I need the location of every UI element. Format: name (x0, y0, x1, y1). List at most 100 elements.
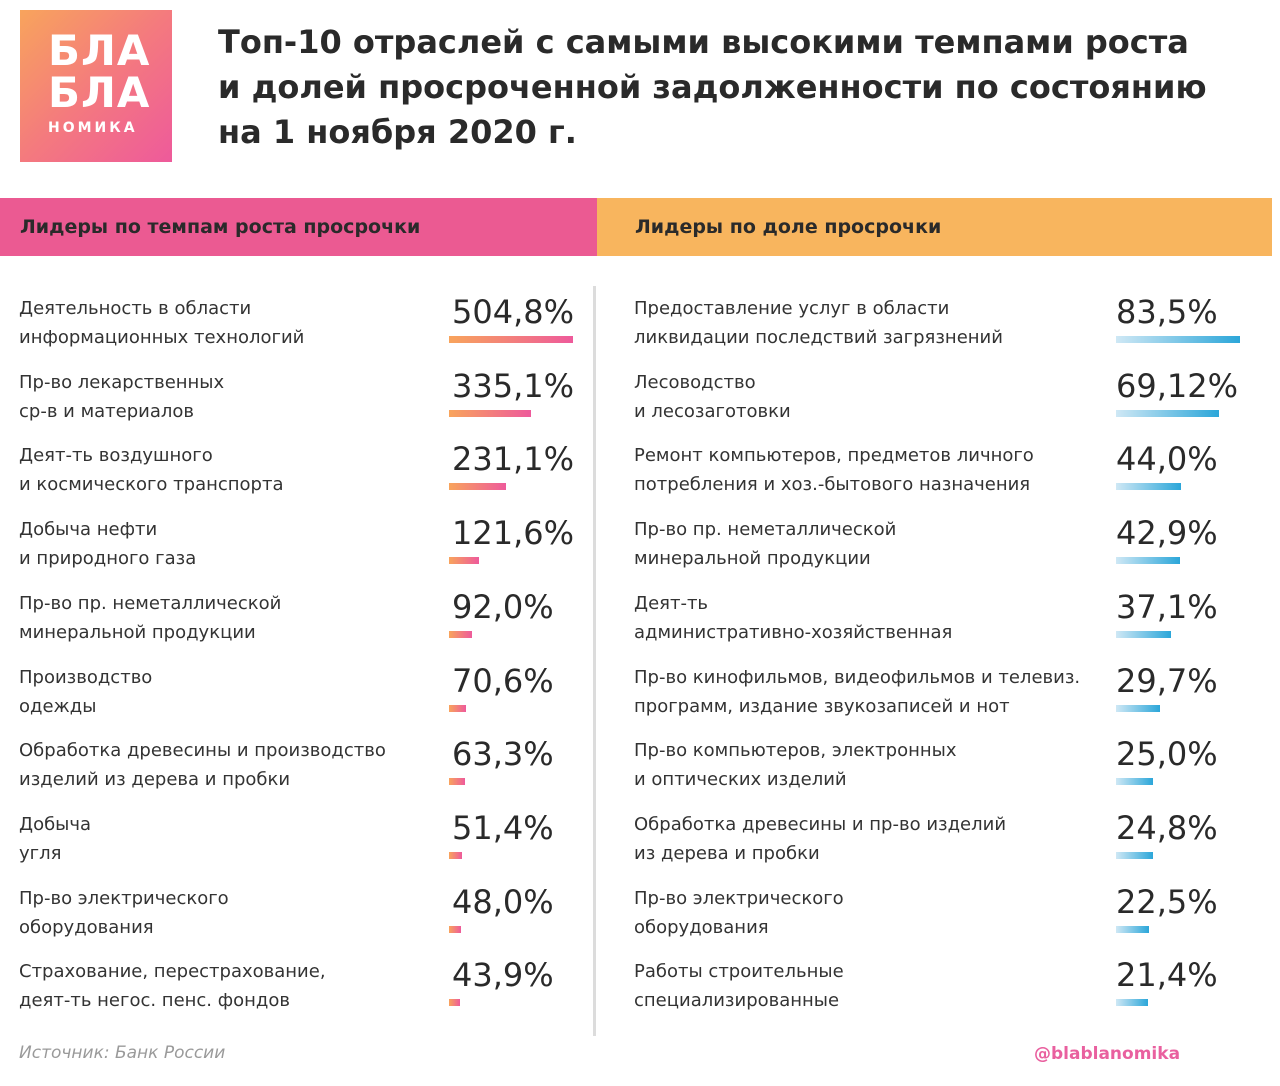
category-label-line: и космического транспорта (19, 474, 284, 496)
share-row: Ремонт компьютеров, предметов личного пот… (600, 437, 1280, 511)
category-label: Добыча угля (19, 810, 91, 868)
bar (449, 630, 472, 638)
data-label: 25,0% (1116, 735, 1218, 774)
data-label: 24,8% (1116, 808, 1218, 847)
share-leaders-header: Лидеры по доле просрочки (597, 198, 1272, 256)
bar (1116, 630, 1171, 638)
social-handle: @blablanomika (1034, 1044, 1181, 1064)
category-label-line: Обработка древесины и производство (19, 740, 386, 762)
category-label-line: Деят-ть воздушного (19, 445, 213, 467)
category-label-line: Ремонт компьютеров, предметов личного (634, 445, 1034, 467)
growth-row: Пр-во электрического оборудования 48,0% (0, 880, 590, 954)
bar (1116, 778, 1153, 786)
bar (1116, 704, 1160, 712)
category-label-line: Добыча нефти (19, 519, 158, 541)
growth-row: Добыча угля 51,4% (0, 806, 590, 880)
category-label-line: оборудования (634, 916, 769, 938)
category-label: Работы строительные специализированные (634, 957, 844, 1015)
category-label-line: административно-хозяйственная (634, 621, 953, 643)
logo-line-2: БЛА (48, 68, 151, 117)
category-label: Пр-во кинофильмов, видеофильмов и телеви… (634, 663, 1080, 721)
logo-line-3: НОМИКА (48, 120, 138, 136)
data-label: 51,4% (452, 808, 554, 847)
bar (449, 483, 506, 491)
source-note: Источник: Банк России (19, 1043, 226, 1063)
data-label: 48,0% (452, 882, 554, 921)
data-label: 121,6% (452, 514, 575, 553)
data-label: 37,1% (1116, 587, 1218, 626)
page-title: Топ-10 отраслей с самыми высокими темпам… (218, 20, 1258, 155)
category-label-line: Пр-во лекарственных (19, 371, 225, 393)
data-label: 63,3% (452, 735, 554, 774)
category-label-line: и лесозаготовки (634, 400, 791, 422)
data-label: 335,1% (452, 366, 575, 405)
data-label: 504,8% (452, 293, 575, 331)
bar (1116, 851, 1153, 859)
data-label: 92,0% (452, 587, 554, 626)
share-row: Пр-во электрического оборудования 22,5% (600, 880, 1280, 954)
data-label: 83,5% (1116, 293, 1218, 331)
bar (449, 999, 460, 1007)
category-label: Обработка древесины и производство издели… (19, 736, 386, 794)
category-label-line: Предоставление услуг в области (634, 298, 950, 319)
logo-line-1: БЛА (48, 26, 151, 75)
growth-leaders-header: Лидеры по темпам роста просрочки (0, 198, 597, 256)
title-line-3: на 1 ноября 2020 г. (218, 113, 577, 151)
data-label: 42,9% (1116, 514, 1218, 553)
data-label: 44,0% (1116, 440, 1218, 479)
category-label-line: минеральной продукции (19, 621, 256, 643)
share-row: Пр-во кинофильмов, видеофильмов и телеви… (600, 659, 1280, 733)
data-label: 22,5% (1116, 882, 1218, 921)
category-label-line: Пр-во электрического (19, 887, 229, 909)
category-label-line: изделий из дерева и пробки (19, 769, 291, 791)
data-label: 43,9% (452, 956, 554, 995)
category-label: Страхование, перестрахование, деят-ть нег… (19, 957, 326, 1015)
growth-row: Производство одежды 70,6% (0, 659, 590, 733)
title-line-1: Топ-10 отраслей с самыми высокими темпам… (218, 23, 1189, 61)
category-label-line: Пр-во пр. неметаллической (634, 519, 897, 541)
share-row: Пр-во пр. неметаллической минеральной про… (600, 511, 1280, 585)
category-label-line: ликвидации последствий загрязнений (634, 327, 1003, 348)
category-label-line: ср-в и материалов (19, 400, 195, 422)
data-label: 231,1% (452, 440, 575, 479)
category-label-line: и природного газа (19, 548, 197, 570)
bar (1116, 483, 1181, 491)
bar (1116, 336, 1240, 343)
category-label-line: деят-ть негос. пенс. фондов (19, 990, 290, 1012)
bar (449, 336, 573, 343)
category-label-line: Пр-во кинофильмов, видеофильмов и телеви… (634, 666, 1081, 688)
bar (449, 851, 462, 859)
share-row: Обработка древесины и пр-во изделий из де… (600, 806, 1280, 880)
growth-row: Добыча нефти и природного газа 121,6% (0, 511, 590, 585)
category-label-line: Страхование, перестрахование, (19, 961, 326, 983)
category-label-line: Лесоводство (634, 371, 756, 393)
column-divider (593, 286, 596, 1036)
bar (1116, 557, 1180, 565)
growth-row: Деятельность в области информационных тех… (0, 290, 590, 364)
bar (449, 409, 531, 417)
category-label-line: из дерева и пробки (634, 842, 820, 864)
growth-row: Деят-ть воздушного и космического транспо… (0, 437, 590, 511)
share-row: Лесоводство и лесозаготовки 69,12% (600, 364, 1280, 438)
category-label-line: и оптических изделий (634, 769, 847, 791)
bar (449, 557, 479, 565)
growth-row: Пр-во пр. неметаллической минеральной про… (0, 585, 590, 659)
share-row: Пр-во компьютеров, электронных и оптическ… (600, 732, 1280, 806)
category-label-line: Добыча (19, 813, 92, 835)
category-label-line: минеральной продукции (634, 548, 871, 570)
bar (449, 925, 461, 933)
category-label-line: информационных технологий (19, 327, 305, 348)
data-label: 69,12% (1116, 366, 1239, 405)
category-label: Пр-во компьютеров, электронных и оптическ… (634, 736, 957, 794)
share-row: Работы строительные специализированные 21,… (600, 953, 1280, 1027)
category-label: Предоставление услуг в области ликвидации… (634, 294, 1003, 352)
category-label-line: Работы строительные (634, 961, 844, 983)
category-label-line: программ, издание звукозаписей и нот (634, 695, 1010, 717)
category-label-line: оборудования (19, 916, 154, 938)
category-label-line: угля (19, 842, 62, 864)
category-label-line: Производство (19, 666, 153, 688)
category-label: Пр-во электрического оборудования (634, 884, 844, 942)
category-label: Деят-ть воздушного и космического транспо… (19, 441, 284, 499)
data-label: 70,6% (452, 661, 554, 700)
title-line-2: и долей просроченной задолженности по со… (218, 68, 1207, 106)
